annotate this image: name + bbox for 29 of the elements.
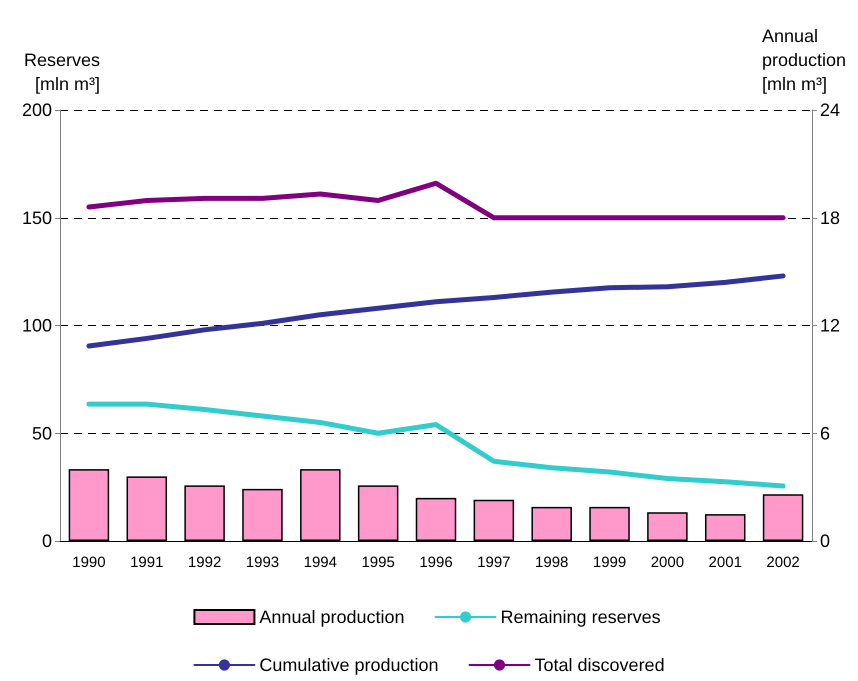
x-tick-label: 1993 bbox=[246, 554, 280, 571]
y-axis-title: Reserves [mln m³] bbox=[24, 50, 100, 94]
y2-tick-label: 0 bbox=[820, 531, 830, 551]
legend-label: Cumulative production bbox=[259, 655, 439, 675]
y-tick-label: 50 bbox=[32, 423, 52, 444]
x-tick-label: 1997 bbox=[477, 554, 511, 571]
y-tick-label: 200 bbox=[22, 100, 52, 120]
x-tick-label: 2002 bbox=[766, 554, 800, 571]
y2-axis-title: Annual production [mln m³] bbox=[762, 26, 846, 94]
x-tick-label: 1991 bbox=[130, 554, 164, 571]
y-tick-label: 100 bbox=[22, 316, 52, 336]
x-tick-label: 2001 bbox=[708, 554, 742, 571]
x-tick-label: 1999 bbox=[592, 554, 626, 571]
x-tick-label: 2000 bbox=[650, 554, 684, 571]
x-tick-label: 1998 bbox=[535, 554, 568, 571]
legend-label: Total discovered bbox=[534, 655, 665, 675]
y-tick-label: 0 bbox=[42, 531, 52, 551]
y-tick-label: 150 bbox=[22, 208, 52, 228]
y2-tick-label: 6 bbox=[820, 423, 830, 444]
x-tick-label: 1995 bbox=[361, 554, 395, 571]
y2-tick-label: 12 bbox=[820, 316, 840, 336]
x-tick-label: 1992 bbox=[188, 554, 222, 571]
y2-tick-label: 24 bbox=[820, 100, 840, 120]
x-tick-label: 1994 bbox=[304, 554, 337, 571]
y2-tick-label: 18 bbox=[820, 208, 840, 228]
x-tick-label: 1990 bbox=[72, 554, 106, 571]
legend-label: Annual production bbox=[259, 607, 405, 627]
legend-label: Remaining reserves bbox=[500, 607, 661, 627]
x-tick-label: 1996 bbox=[419, 554, 453, 571]
